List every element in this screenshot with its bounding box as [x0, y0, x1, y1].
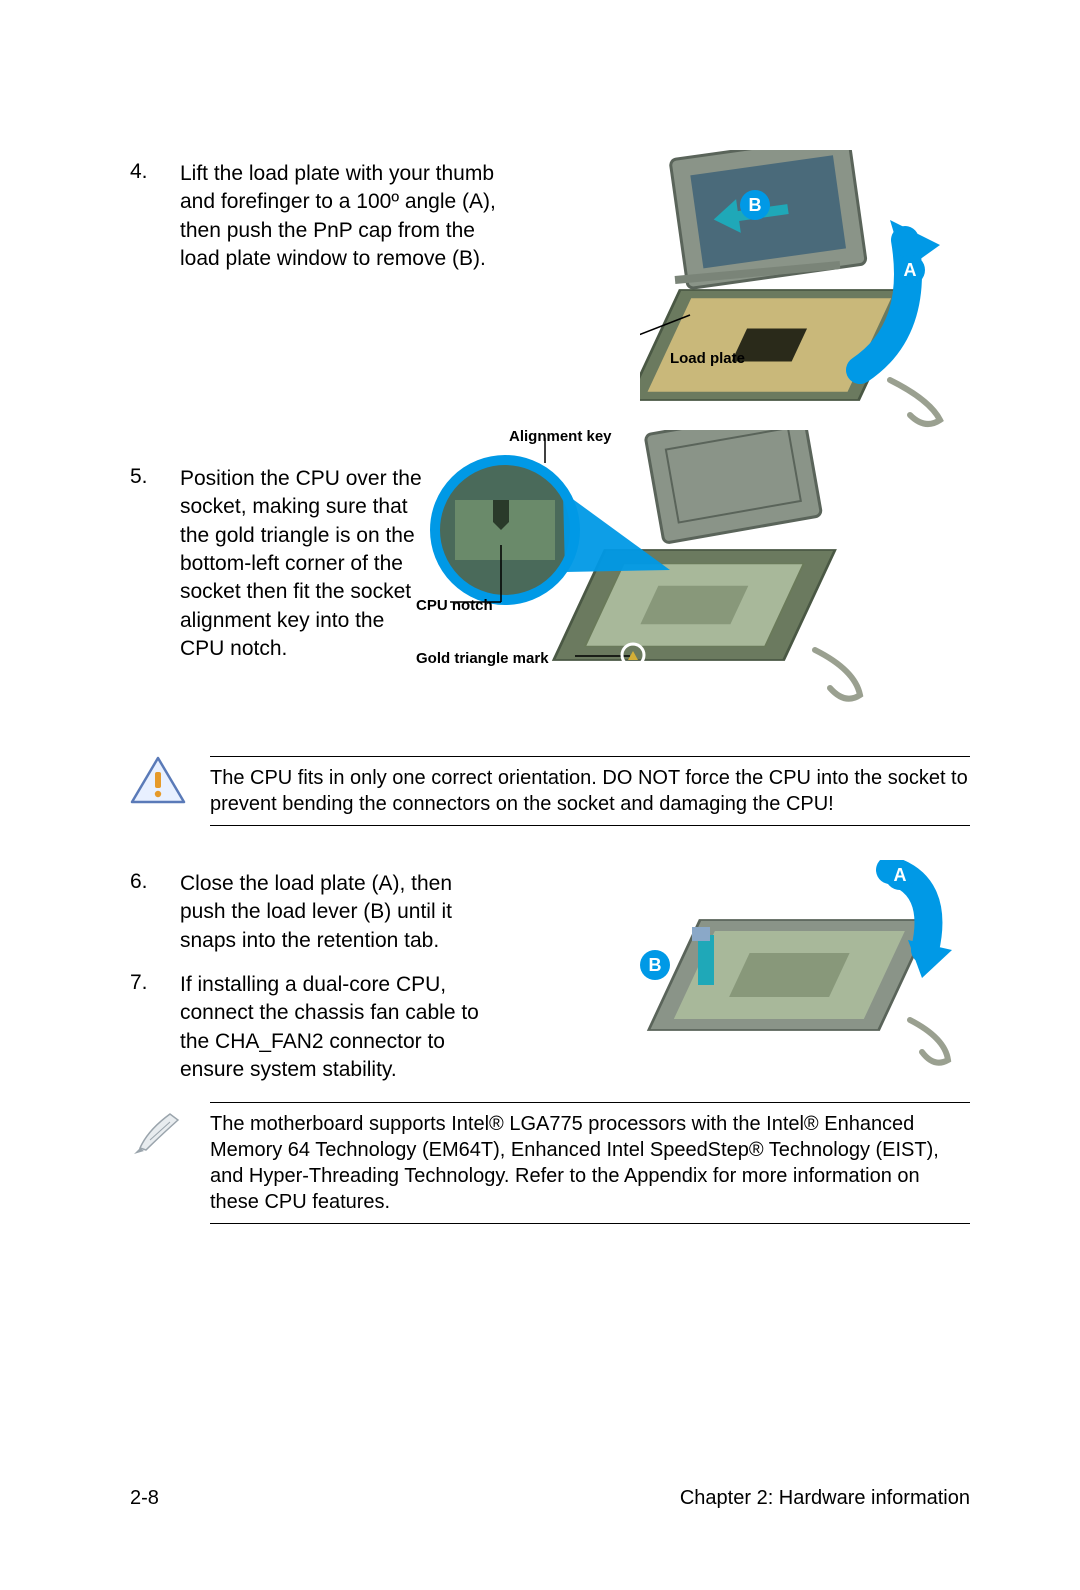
- step-4-text: Lift the load plate with your thumb and …: [180, 160, 500, 273]
- marker-b: B: [740, 190, 770, 220]
- label-gold-triangle: Gold triangle mark: [416, 650, 549, 667]
- step-6-num: 6.: [130, 870, 180, 955]
- step-4-num: 4.: [130, 160, 180, 273]
- page-number: 2-8: [130, 1487, 159, 1510]
- warning-text: The CPU fits in only one correct orienta…: [210, 765, 970, 817]
- marker-a: A: [895, 255, 925, 285]
- warning-block: The CPU fits in only one correct orienta…: [130, 756, 970, 826]
- figure-close-plate: A B: [640, 860, 970, 1070]
- step-5-num: 5.: [130, 465, 180, 663]
- label-cpu-notch: CPU notch: [416, 597, 493, 614]
- label-alignment-key: Alignment key: [509, 428, 612, 445]
- page-footer: 2-8 Chapter 2: Hardware information: [130, 1487, 970, 1510]
- caution-icon: [130, 756, 210, 811]
- step-6-text: Close the load plate (A), then push the …: [180, 870, 490, 955]
- step-5-text: Position the CPU over the socket, making…: [180, 465, 430, 663]
- figure-cpu-position: [415, 430, 875, 720]
- step-7-num: 7.: [130, 971, 180, 1084]
- marker-b2: B: [640, 950, 670, 980]
- figure-load-plate: B A: [640, 150, 970, 430]
- label-load-plate: Load plate: [670, 350, 745, 367]
- step-7-text: If installing a dual-core CPU, connect t…: [180, 971, 490, 1084]
- chapter-title: Chapter 2: Hardware information: [680, 1487, 970, 1510]
- note-block: The motherboard supports Intel® LGA775 p…: [130, 1102, 970, 1224]
- note-text: The motherboard supports Intel® LGA775 p…: [210, 1111, 970, 1215]
- pen-icon: [130, 1102, 210, 1163]
- marker-a2: A: [885, 860, 915, 890]
